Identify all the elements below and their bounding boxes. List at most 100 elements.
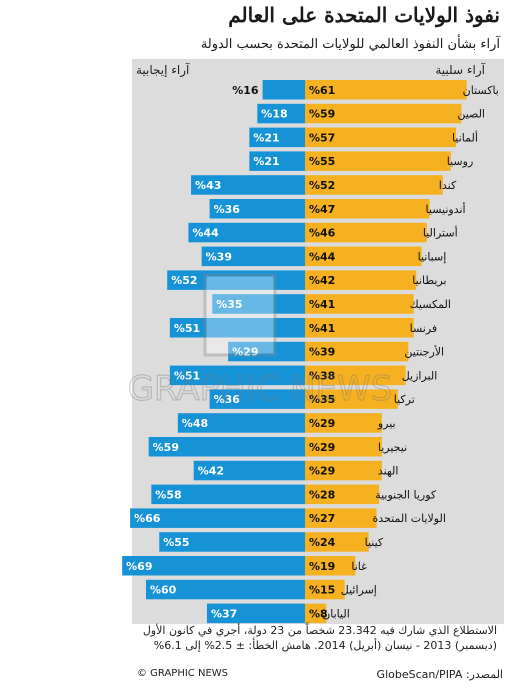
bar-negative bbox=[305, 294, 414, 314]
bar-negative bbox=[305, 437, 382, 457]
bar-negative bbox=[305, 270, 417, 290]
negative-value-label: %41 bbox=[309, 298, 335, 311]
country-label: باكستان bbox=[463, 84, 499, 97]
bar-positive bbox=[177, 413, 305, 433]
positive-value-label: %51 bbox=[174, 369, 200, 382]
bar-positive bbox=[159, 532, 305, 552]
country-label: الولايات المتحدة bbox=[373, 512, 446, 525]
negative-value-label: %29 bbox=[309, 465, 335, 478]
bar-positive bbox=[167, 270, 305, 290]
bar-negative bbox=[305, 103, 462, 124]
positive-value-label: %43 bbox=[195, 179, 221, 192]
bar-negative bbox=[305, 199, 430, 219]
bar-negative bbox=[305, 341, 409, 362]
negative-value-label: %27 bbox=[309, 512, 335, 525]
country-label: أندونيسيا bbox=[426, 202, 466, 216]
bar-positive bbox=[209, 199, 305, 219]
positive-value-label: %39 bbox=[206, 250, 232, 263]
positive-value-label: %69 bbox=[126, 560, 152, 573]
country-label: كينيا bbox=[365, 536, 384, 549]
country-label: إسرائيل bbox=[341, 584, 377, 597]
bar-negative bbox=[305, 556, 356, 576]
bar-negative bbox=[305, 413, 382, 433]
bar-positive bbox=[169, 365, 305, 386]
positive-value-label: %29 bbox=[232, 346, 258, 359]
country-label: أستراليا bbox=[423, 226, 458, 240]
negative-value-label: %29 bbox=[309, 441, 335, 454]
bar-negative bbox=[305, 389, 398, 409]
bar-positive bbox=[191, 175, 305, 195]
country-label: الهند bbox=[378, 465, 399, 478]
negative-value-label: %57 bbox=[309, 131, 335, 144]
legend-negative-label: آراء سلبية bbox=[435, 63, 485, 77]
country-label: غانا bbox=[351, 560, 367, 573]
bar-positive bbox=[193, 460, 305, 481]
chart-title: نفوذ الولايات المتحدة على العالم bbox=[228, 3, 500, 27]
bar-positive bbox=[228, 341, 305, 362]
bar-negative bbox=[305, 246, 422, 267]
positive-value-label: %60 bbox=[150, 584, 177, 597]
bar-positive bbox=[122, 556, 306, 576]
positive-value-label: %58 bbox=[155, 488, 181, 501]
bar-positive bbox=[146, 579, 305, 600]
positive-value-label: %42 bbox=[198, 465, 224, 478]
country-label: ألمانيا bbox=[452, 130, 478, 144]
country-label: روسيا bbox=[447, 155, 474, 168]
source-text: المصدر: GlobeScan/PIPA bbox=[376, 668, 503, 681]
bar-positive bbox=[262, 80, 305, 100]
country-label: كندا bbox=[439, 179, 457, 192]
bar-positive bbox=[257, 103, 305, 124]
bar-negative bbox=[305, 127, 457, 148]
negative-value-label: %8 bbox=[309, 607, 328, 620]
survey-note: الاستطلاع الذي شارك فيه 23.342 شخصاً من … bbox=[142, 624, 497, 652]
bar-negative bbox=[305, 365, 406, 386]
country-label: كوريا الجنوبية bbox=[375, 488, 437, 501]
country-label: الصين bbox=[457, 108, 485, 121]
bar-negative bbox=[305, 80, 467, 100]
positive-value-label: %66 bbox=[134, 512, 161, 525]
negative-value-label: %55 bbox=[309, 155, 335, 168]
negative-value-label: %59 bbox=[309, 108, 335, 121]
negative-value-label: %39 bbox=[309, 346, 335, 359]
bar-negative bbox=[305, 151, 451, 171]
bar-positive bbox=[130, 508, 305, 528]
negative-value-label: %29 bbox=[309, 417, 335, 430]
country-label: بريطانيا bbox=[412, 274, 446, 287]
negative-value-label: %41 bbox=[309, 322, 335, 335]
positive-value-label: %21 bbox=[253, 131, 279, 144]
bar-positive bbox=[209, 389, 305, 409]
bar-negative bbox=[305, 603, 327, 624]
positive-value-label: %37 bbox=[211, 607, 237, 620]
legend-positive-label: آراء إيجابية bbox=[136, 63, 190, 77]
negative-value-label: %19 bbox=[309, 560, 335, 573]
bar-positive bbox=[188, 222, 305, 243]
country-label: فرنسا bbox=[410, 322, 438, 335]
chart-subtitle: آراء بشأن النفوذ العالمي للولايات المتحد… bbox=[200, 37, 500, 52]
positive-value-label: %51 bbox=[174, 322, 200, 335]
negative-value-label: %46 bbox=[309, 227, 336, 240]
country-label: المكسيك bbox=[410, 298, 451, 311]
negative-value-label: %61 bbox=[309, 84, 335, 97]
positive-value-label: %21 bbox=[253, 155, 279, 168]
negative-value-label: %42 bbox=[309, 274, 335, 287]
positive-value-label: %59 bbox=[153, 441, 179, 454]
bar-negative bbox=[305, 579, 345, 600]
bar-negative bbox=[305, 532, 369, 552]
bar-negative bbox=[305, 460, 382, 481]
country-label: الأرجنتين bbox=[404, 345, 444, 359]
bar-positive bbox=[206, 603, 305, 624]
negative-value-label: %52 bbox=[309, 179, 335, 192]
bar-positive bbox=[169, 318, 305, 338]
bar-positive bbox=[212, 294, 305, 314]
negative-value-label: %47 bbox=[309, 203, 335, 216]
credit-text: © GRAPHIC NEWS bbox=[137, 668, 229, 679]
positive-value-label: %18 bbox=[261, 108, 287, 121]
positive-value-label: %52 bbox=[171, 274, 197, 287]
bar-positive bbox=[249, 151, 305, 171]
country-label: اليابان bbox=[322, 607, 350, 620]
bar-positive bbox=[151, 484, 305, 505]
positive-value-label: %36 bbox=[214, 203, 241, 216]
bar-positive bbox=[148, 437, 305, 457]
positive-value-label: %35 bbox=[216, 298, 242, 311]
